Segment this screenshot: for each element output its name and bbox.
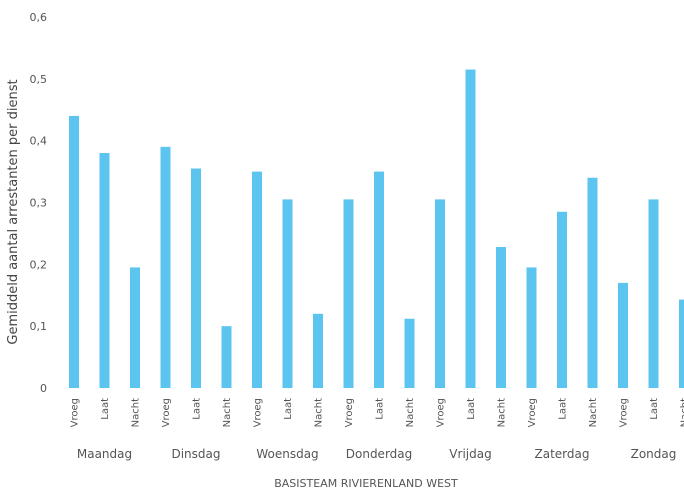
category-label: Nacht xyxy=(497,398,508,427)
category-label: Vroeg xyxy=(344,398,355,427)
bar xyxy=(343,199,354,388)
category-label: Laat xyxy=(558,398,569,420)
category-label: Laat xyxy=(375,398,386,420)
bar xyxy=(557,211,567,388)
group-label: Woensdag xyxy=(256,447,318,461)
bar xyxy=(191,168,201,388)
category-label: Laat xyxy=(192,398,203,420)
bar xyxy=(99,153,110,388)
category-label: Vroeg xyxy=(70,398,81,427)
group-label: Maandag xyxy=(77,447,132,461)
category-label: Vroeg xyxy=(527,398,538,427)
category-label: Vroeg xyxy=(436,398,447,427)
bar xyxy=(374,171,384,388)
bars xyxy=(69,69,684,388)
bar xyxy=(587,177,598,388)
bar xyxy=(648,199,659,388)
category-label: Laat xyxy=(283,398,294,420)
y-tick-label: 0,2 xyxy=(30,258,48,271)
y-tick-label: 0,1 xyxy=(30,320,48,333)
category-label: Laat xyxy=(649,398,660,420)
bar xyxy=(465,69,476,388)
group-label: Zondag xyxy=(631,447,677,461)
group-label: Zaterdag xyxy=(535,447,590,461)
y-axis-ticks: 0 0,1 0,2 0,3 0,4 0,5 0,6 xyxy=(30,11,48,395)
bar xyxy=(313,313,323,388)
group-label: Donderdag xyxy=(346,447,413,461)
category-label: Nacht xyxy=(131,398,142,427)
x-axis-label: BASISTEAM RIVIERENLAND WEST xyxy=(274,477,458,490)
y-tick-label: 0,6 xyxy=(30,11,48,24)
bar xyxy=(679,299,684,388)
category-label: Laat xyxy=(466,398,477,420)
y-tick-label: 0,5 xyxy=(30,73,48,86)
bar xyxy=(526,267,537,388)
bar xyxy=(404,318,415,388)
y-tick-label: 0 xyxy=(40,382,47,395)
group-label: Dinsdag xyxy=(171,447,220,461)
bar xyxy=(130,267,140,388)
group-labels: Maandag Dinsdag Woensdag Donderdag Vrijdag Za… xyxy=(77,447,677,461)
category-labels: Vroeg Laat Nacht Vroeg Laat Nacht Vroeg Laat Nac… xyxy=(70,398,684,427)
bar xyxy=(496,247,506,388)
bar xyxy=(618,282,628,388)
category-label: Vroeg xyxy=(619,398,630,427)
bar xyxy=(282,199,293,388)
category-label: Nacht xyxy=(588,398,599,427)
category-label: Vroeg xyxy=(161,398,172,427)
y-tick-label: 0,4 xyxy=(30,135,48,148)
category-label: Nacht xyxy=(222,398,233,427)
category-label: Nacht xyxy=(314,398,325,427)
y-tick-label: 0,3 xyxy=(30,197,48,210)
bar xyxy=(435,199,445,388)
category-label: Laat xyxy=(100,398,111,420)
bar xyxy=(252,171,262,388)
category-label: Nacht xyxy=(680,398,684,427)
bar xyxy=(221,326,232,388)
bar xyxy=(160,146,171,388)
bar xyxy=(69,115,79,388)
group-label: Vrijdag xyxy=(449,447,491,461)
y-axis-label: Gemiddeld aantal arrestanten per dienst xyxy=(6,79,21,344)
category-label: Vroeg xyxy=(253,398,264,427)
category-label: Nacht xyxy=(405,398,416,427)
